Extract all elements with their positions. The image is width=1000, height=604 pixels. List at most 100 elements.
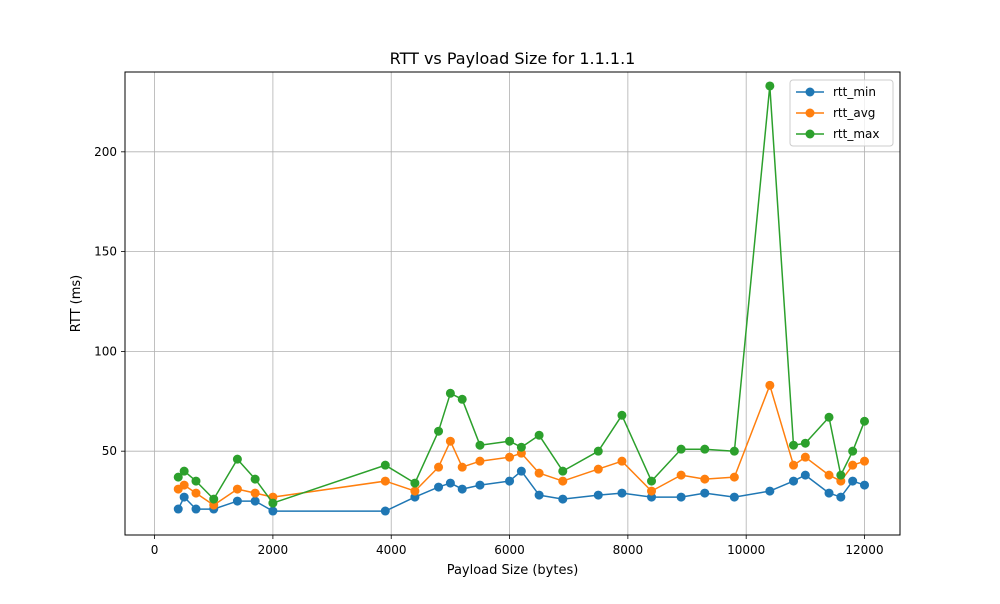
rtt_max-point [410,478,420,488]
x-tick-label: 4000 [376,543,407,557]
rtt_avg-point [475,456,485,466]
legend-swatch-marker [805,129,815,139]
rtt_avg-point [232,484,242,494]
y-tick-label: 50 [102,444,117,458]
rtt_max-point [558,466,568,476]
rtt_max-point [647,476,657,486]
rtt_min-point [789,476,799,486]
rtt_min-point [848,476,858,486]
rtt_min-point [232,496,242,506]
legend-label: rtt_max [833,127,880,141]
rtt_max-point [475,440,485,450]
rtt_min-point [765,486,775,496]
x-tick-label: 2000 [258,543,289,557]
x-tick-label: 10000 [727,543,765,557]
rtt_avg-point [800,452,810,462]
rtt_max-point [593,446,603,456]
rtt_min-point [558,494,568,504]
rtt_min-point [380,506,390,516]
rtt_avg-point [789,460,799,470]
rtt_max-point [516,442,526,452]
legend-item-rtt_min: rtt_min [796,85,876,99]
rtt_avg-point [445,436,455,446]
rtt_avg-point [824,470,834,480]
x-axis: 0 2000 4000 6000 8000 10000 12000 [151,535,884,557]
rtt_max-point [800,438,810,448]
rtt_min-point [700,488,710,498]
rtt_avg-point [647,486,657,496]
rtt_max-point [848,446,858,456]
rtt_max-point [676,444,686,454]
rtt_min-point [179,492,189,502]
y-tick-label: 100 [94,344,117,358]
legend-swatch-marker [805,87,815,97]
rtt_avg-point [534,468,544,478]
rtt_avg-point [700,474,710,484]
rtt_avg-point [410,486,420,496]
rtt_max-point [445,388,455,398]
rtt_min-point [191,504,201,514]
rtt_max-point [434,426,444,436]
rtt_avg-point [250,488,260,498]
rtt_max-point [700,444,710,454]
rtt_avg-point [617,456,627,466]
x-tick-label: 0 [151,543,159,557]
legend-item-rtt_avg: rtt_avg [796,106,875,120]
rtt_min-point [729,492,739,502]
rtt_min-point [836,492,846,502]
rtt_max-point [173,472,183,482]
legend-box [789,79,894,147]
rtt_min-point [617,488,627,498]
rtt_avg-point [676,470,686,480]
rtt_avg-point [593,464,603,474]
rtt_min-point [445,478,455,488]
y-tick-label: 150 [94,245,117,259]
rtt_avg-point [848,460,858,470]
rtt_min-point [268,506,278,516]
rtt_min-point [505,476,515,486]
legend-label: rtt_avg [833,106,875,120]
series-group [173,81,870,516]
rtt_max-point [191,476,201,486]
rtt_min-point [516,466,526,476]
legend: rtt_min rtt_avg rtt_max [789,79,894,147]
rtt_max-point [824,412,834,422]
series-rtt_max [173,81,870,508]
rtt_max-point [617,410,627,420]
rtt_max-point [268,498,278,508]
legend-swatch-marker [805,108,815,118]
rtt_avg-point [380,476,390,486]
rtt_avg-point [558,476,568,486]
rtt_max-point [836,470,846,480]
rtt_avg-point [729,472,739,482]
rtt_max-point [860,416,870,426]
rtt_max-point [232,454,242,464]
legend-item-rtt_max: rtt_max [796,127,880,141]
chart-title: RTT vs Payload Size for 1.1.1.1 [390,49,636,68]
x-tick-label: 6000 [494,543,525,557]
rtt_avg-point [457,462,467,472]
rtt_avg-point [179,480,189,490]
rtt_max-point [250,474,260,484]
x-tick-label: 12000 [845,543,883,557]
rtt_avg-point [765,380,775,390]
rtt_max-point [534,430,544,440]
x-axis-label: Payload Size (bytes) [447,563,579,578]
rtt_min-point [676,492,686,502]
rtt_max-point [457,394,467,404]
rtt_max-point [505,436,515,446]
rtt_min-point [800,470,810,480]
rtt_max-point [765,81,775,91]
rtt_max-point [380,460,390,470]
rtt_min-point [593,490,603,500]
rtt_min-point [824,488,834,498]
rtt_min-point [534,490,544,500]
y-tick-label: 200 [94,145,117,159]
rtt_max-point [789,440,799,450]
rtt_avg-point [191,488,201,498]
plot-frame [124,71,901,536]
legend-label: rtt_min [833,85,876,99]
rtt_min-point [434,482,444,492]
